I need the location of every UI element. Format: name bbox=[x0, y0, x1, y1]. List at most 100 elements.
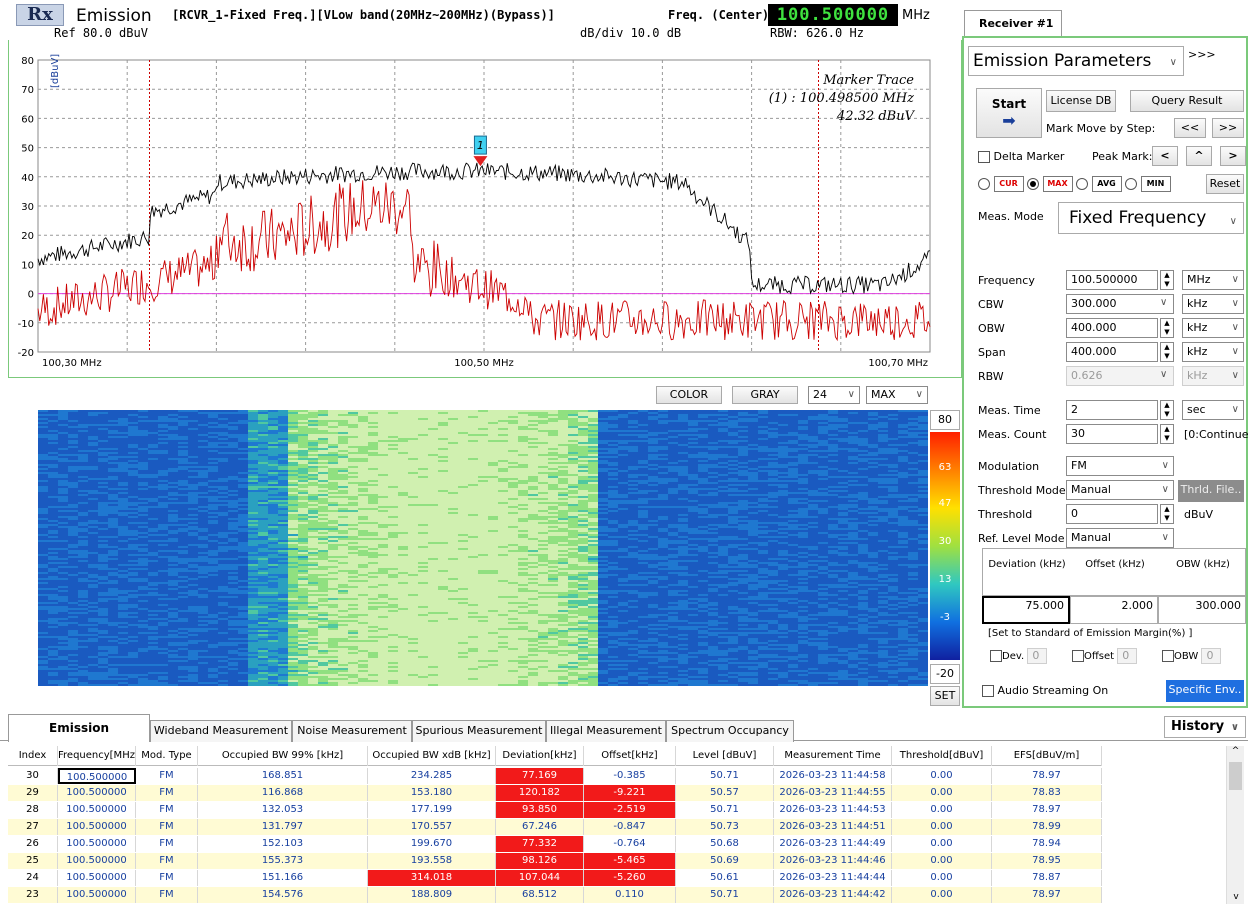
waterfall-cell bbox=[388, 440, 398, 442]
waterfall-count-select[interactable]: 24 ∨ bbox=[808, 386, 860, 404]
waterfall-cell bbox=[308, 434, 318, 436]
waterfall-cell bbox=[618, 580, 628, 582]
waterfall-cell bbox=[478, 464, 488, 466]
waterfall-cell bbox=[168, 540, 178, 542]
waterfall-cell bbox=[208, 534, 218, 536]
waterfall-cell bbox=[778, 528, 788, 530]
waterfall-cell bbox=[378, 554, 388, 556]
waterfall-cell bbox=[718, 502, 728, 504]
waterfall-cell bbox=[418, 436, 428, 438]
waterfall-cell bbox=[278, 418, 288, 420]
waterfall-cell bbox=[238, 448, 248, 450]
waterfall-cell bbox=[338, 536, 348, 538]
waterfall-cell bbox=[758, 552, 768, 554]
waterfall-cell bbox=[568, 432, 578, 434]
waterfall-cell bbox=[358, 450, 368, 452]
waterfall-cell bbox=[278, 570, 288, 572]
waterfall-cell bbox=[288, 578, 298, 580]
waterfall-cell bbox=[288, 520, 298, 522]
waterfall-cell bbox=[808, 490, 818, 492]
waterfall-cell bbox=[408, 550, 418, 552]
waterfall-cell bbox=[898, 556, 908, 558]
waterfall-cell bbox=[418, 410, 428, 412]
waterfall-cell bbox=[468, 566, 478, 568]
waterfall-cell bbox=[458, 458, 468, 460]
waterfall-cell bbox=[878, 482, 888, 484]
waterfall-cell bbox=[788, 476, 798, 478]
waterfall-cell bbox=[708, 514, 718, 516]
waterfall-cell bbox=[548, 494, 558, 496]
waterfall-cell bbox=[318, 540, 328, 542]
waterfall-cell bbox=[98, 560, 108, 562]
waterfall-cell bbox=[248, 464, 258, 466]
waterfall-cell bbox=[158, 430, 168, 432]
waterfall-cell bbox=[418, 574, 428, 576]
waterfall-cell bbox=[518, 466, 528, 468]
waterfall-cell bbox=[568, 452, 578, 454]
waterfall-cell bbox=[418, 482, 428, 484]
waterfall-cell bbox=[138, 506, 148, 508]
waterfall-cell bbox=[288, 488, 298, 490]
waterfall-cell bbox=[538, 572, 548, 574]
waterfall-cell bbox=[738, 466, 748, 468]
waterfall-cell bbox=[248, 462, 258, 464]
waterfall-cell bbox=[278, 472, 288, 474]
waterfall-cell bbox=[138, 550, 148, 552]
waterfall-cell bbox=[258, 414, 268, 416]
waterfall-mode-select[interactable]: MAX ∨ bbox=[866, 386, 928, 404]
waterfall-cell bbox=[428, 554, 438, 556]
waterfall-cell bbox=[758, 510, 768, 512]
waterfall-cell bbox=[838, 534, 848, 536]
waterfall-cell bbox=[218, 532, 228, 534]
waterfall-cell bbox=[888, 514, 898, 516]
waterfall-cell bbox=[248, 554, 258, 556]
waterfall-cell bbox=[288, 434, 298, 436]
waterfall-cell bbox=[698, 550, 708, 552]
waterfall-cell bbox=[458, 550, 468, 552]
waterfall-cell bbox=[818, 430, 828, 432]
waterfall-display[interactable] bbox=[38, 410, 928, 686]
waterfall-cell bbox=[498, 566, 508, 568]
waterfall-cell bbox=[768, 436, 778, 438]
waterfall-cell bbox=[178, 528, 188, 530]
waterfall-cell bbox=[398, 542, 408, 544]
waterfall-cell bbox=[48, 436, 58, 438]
waterfall-cell bbox=[288, 522, 298, 524]
waterfall-cell bbox=[258, 436, 268, 438]
waterfall-cell bbox=[298, 424, 308, 426]
waterfall-cell bbox=[268, 476, 278, 478]
waterfall-cell bbox=[58, 460, 68, 462]
waterfall-cell bbox=[408, 526, 418, 528]
waterfall-cell bbox=[328, 474, 338, 476]
waterfall-cell bbox=[828, 518, 838, 520]
waterfall-cell bbox=[738, 490, 748, 492]
waterfall-cell bbox=[478, 490, 488, 492]
color-button[interactable]: COLOR bbox=[656, 386, 722, 404]
waterfall-cell bbox=[128, 538, 138, 540]
waterfall-cell bbox=[858, 454, 868, 456]
waterfall-cell bbox=[318, 492, 328, 494]
waterfall-cell bbox=[78, 552, 88, 554]
waterfall-cell bbox=[348, 422, 358, 424]
waterfall-cell bbox=[248, 468, 258, 470]
waterfall-cell bbox=[818, 512, 828, 514]
waterfall-cell bbox=[588, 542, 598, 544]
waterfall-cell bbox=[278, 468, 288, 470]
waterfall-cell bbox=[248, 424, 258, 426]
waterfall-cell bbox=[638, 498, 648, 500]
waterfall-cell bbox=[38, 472, 48, 474]
waterfall-cell bbox=[508, 410, 518, 412]
marker-flag[interactable] bbox=[473, 135, 487, 155]
gray-button[interactable]: GRAY bbox=[732, 386, 798, 404]
waterfall-cell bbox=[448, 526, 458, 528]
waterfall-cell bbox=[528, 430, 538, 432]
waterfall-cell bbox=[328, 434, 338, 436]
waterfall-cell bbox=[558, 456, 568, 458]
waterfall-cell bbox=[788, 472, 798, 474]
waterfall-cell bbox=[158, 540, 168, 542]
waterfall-cell bbox=[578, 554, 588, 556]
waterfall-cell bbox=[468, 522, 478, 524]
waterfall-cell bbox=[158, 528, 168, 530]
waterfall-cell bbox=[848, 562, 858, 564]
